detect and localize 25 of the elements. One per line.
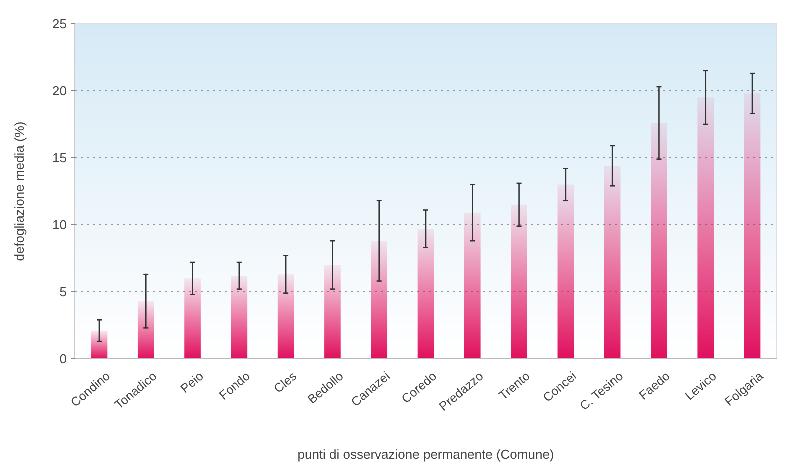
y-tick-label: 25 [52, 16, 67, 32]
x-tick-label: Cles [271, 369, 300, 396]
bar [324, 265, 341, 359]
bar [138, 301, 154, 359]
y-axis-title: defogliazione media (%) [12, 122, 27, 262]
bar [511, 204, 528, 359]
y-tick-label: 0 [60, 352, 67, 367]
bar [744, 94, 761, 359]
y-tick-label: 15 [52, 150, 67, 166]
bar [464, 212, 481, 359]
x-axis-title: punti di osservazione permanente (Comune) [298, 447, 554, 462]
bar [91, 330, 108, 359]
y-tick-label: 20 [52, 84, 67, 99]
bar [371, 241, 388, 359]
bar [231, 276, 248, 359]
y-tick-label: 5 [60, 284, 67, 300]
x-tick-label: Peio [178, 369, 206, 396]
y-tick-label: 10 [52, 218, 67, 233]
bar [184, 278, 201, 359]
bar [418, 229, 434, 359]
bar [698, 98, 714, 359]
bar [278, 274, 294, 359]
bar [604, 166, 621, 359]
bar [558, 184, 574, 359]
bar [651, 123, 668, 359]
